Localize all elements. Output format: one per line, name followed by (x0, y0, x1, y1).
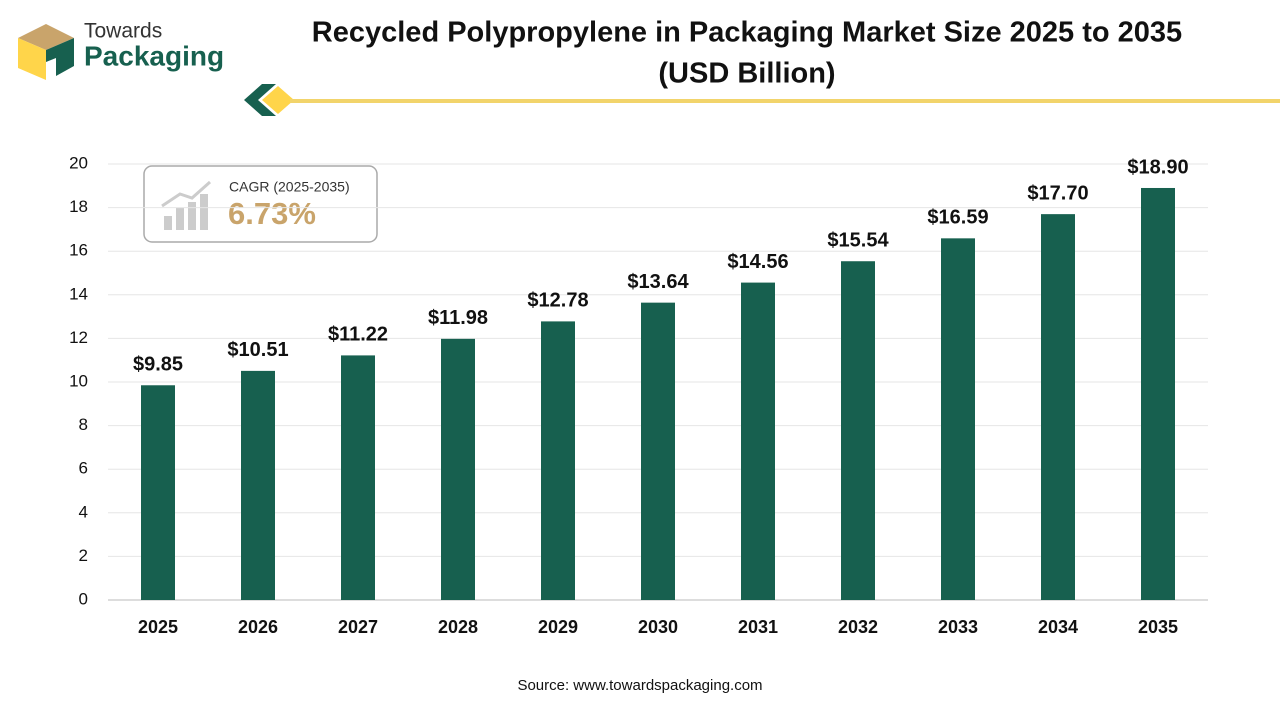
value-label: $13.64 (627, 271, 689, 293)
value-label: $12.78 (527, 290, 588, 312)
bar (341, 355, 375, 600)
y-tick-label: 6 (79, 459, 88, 478)
logo (18, 24, 74, 80)
y-tick-label: 0 (79, 589, 88, 608)
value-label: $11.98 (428, 307, 488, 329)
bar (741, 282, 775, 600)
bar (1141, 187, 1175, 601)
chart-title: Recycled Polypropylene in Packaging Mark… (312, 17, 1182, 49)
x-tick-label: 2035 (1138, 617, 1178, 637)
value-label: $14.56 (727, 251, 788, 273)
chart-subtitle: (USD Billion) (658, 58, 835, 90)
value-label: $15.54 (827, 230, 889, 252)
value-label: $11.22 (328, 324, 388, 346)
value-label: $17.70 (1027, 182, 1088, 204)
cagr-label: CAGR (2025-2035) (229, 179, 350, 195)
bar (1041, 214, 1075, 600)
cagr-icon (161, 180, 211, 208)
y-tick-label: 20 (69, 153, 88, 172)
x-tick-label: 2032 (838, 617, 878, 637)
y-tick-label: 12 (69, 328, 88, 347)
cagr-icon (200, 194, 208, 230)
brand-line2: Packaging (84, 40, 224, 71)
x-tick-label: 2026 (238, 617, 278, 637)
bar (641, 302, 675, 600)
divider-icon (262, 86, 294, 114)
y-tick-label: 14 (69, 284, 88, 303)
divider-line (290, 99, 1280, 103)
x-tick-label: 2033 (938, 617, 978, 637)
y-tick-label: 2 (79, 546, 88, 565)
x-tick-label: 2028 (438, 617, 478, 637)
cagr-icon (164, 216, 172, 230)
divider-icon (244, 84, 276, 116)
y-tick-label: 18 (69, 197, 88, 216)
bar (241, 370, 275, 600)
x-tick-label: 2034 (1038, 617, 1078, 637)
x-tick-label: 2031 (738, 617, 778, 637)
y-tick-label: 4 (79, 502, 88, 521)
cagr-value: 6.73% (228, 196, 316, 231)
x-tick-label: 2029 (538, 617, 578, 637)
y-tick-label: 10 (69, 371, 88, 390)
brand-line1: Towards (84, 20, 162, 43)
value-label: $9.85 (133, 354, 183, 376)
logo-box-top (18, 24, 74, 50)
logo-box-left (18, 38, 46, 80)
source: Source: www.towardspackaging.com (517, 677, 762, 694)
x-tick-label: 2030 (638, 617, 678, 637)
x-tick-label: 2027 (338, 617, 378, 637)
y-tick-label: 8 (79, 415, 88, 434)
value-label: $16.59 (927, 207, 988, 229)
bar (141, 385, 175, 600)
bar (941, 238, 975, 600)
logo-box-right (46, 38, 74, 76)
cagr-box (143, 165, 378, 243)
x-tick-label: 2025 (138, 617, 178, 637)
y-tick-label: 16 (69, 241, 88, 260)
cagr-icon (176, 208, 184, 230)
cagr-icon (188, 202, 196, 230)
value-label: $10.51 (227, 339, 288, 361)
value-label: $18.90 (1127, 156, 1188, 178)
bar (441, 338, 475, 600)
bar (541, 321, 575, 600)
bar (841, 261, 875, 600)
